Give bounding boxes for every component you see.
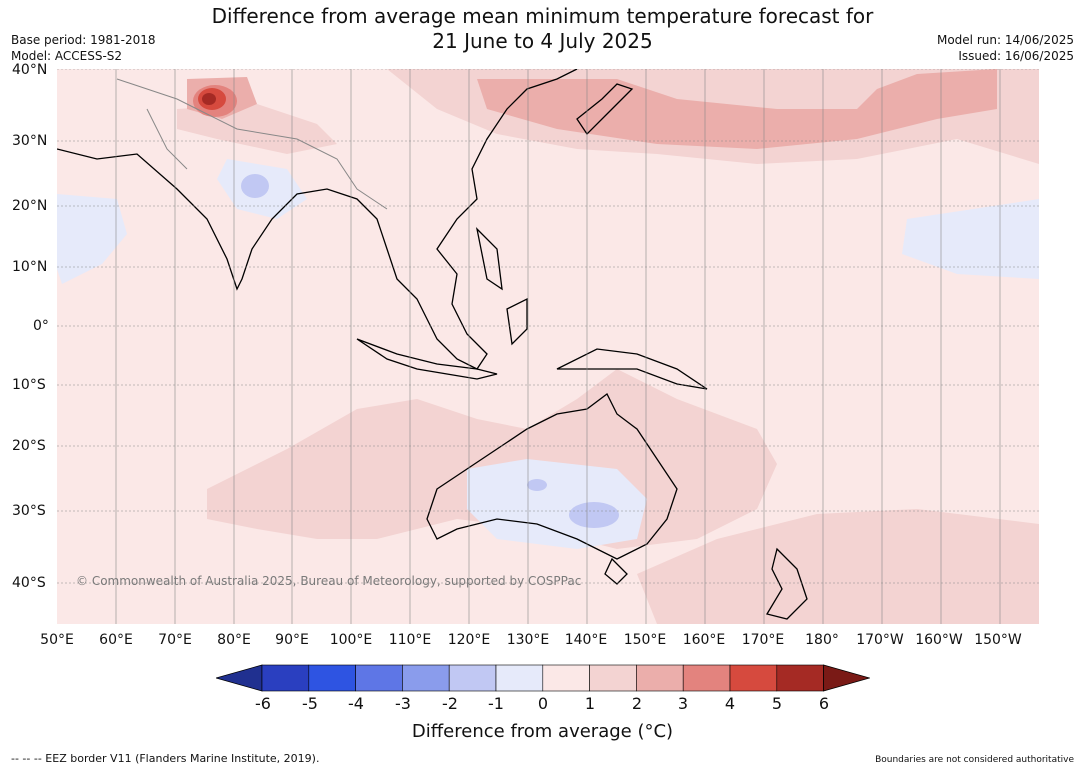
colorbar-tick: -5 xyxy=(302,694,318,713)
colorbar-extend-low xyxy=(216,664,263,692)
anomaly-shading xyxy=(57,69,1039,624)
colorbar-tick: 0 xyxy=(537,694,549,713)
meta-left: Base period: 1981-2018 Model: ACCESS-S2 xyxy=(11,32,156,64)
lat-label: 0° xyxy=(33,318,49,334)
colorbar-segment xyxy=(448,664,497,692)
colorbar-segment xyxy=(589,664,637,692)
lon-label: 50°E xyxy=(40,632,74,648)
lon-label: 140°E xyxy=(564,632,608,648)
colorbar-label: Difference from average (°C) xyxy=(0,721,1085,742)
issued-date: Issued: 16/06/2025 xyxy=(958,49,1074,63)
colorbar-segment xyxy=(542,664,590,692)
lat-label: 20°N xyxy=(12,198,48,214)
lon-label: 100°E xyxy=(329,632,373,648)
colorbar-tick: -6 xyxy=(255,694,271,713)
graticule xyxy=(57,69,1039,624)
lat-label: 40°N xyxy=(12,62,48,78)
colorbar xyxy=(216,664,870,692)
title-line-1: Difference from average mean minimum tem… xyxy=(211,4,874,28)
colorbar-tick: 2 xyxy=(631,694,643,713)
colorbar-tick: 1 xyxy=(584,694,596,713)
meta-right: Model run: 14/06/2025 Issued: 16/06/2025 xyxy=(937,32,1074,64)
forecast-map[interactable]: © Commonwealth of Australia 2025, Bureau… xyxy=(57,69,1039,624)
colorbar-tick: 5 xyxy=(771,694,783,713)
colorbar-segment xyxy=(308,664,356,692)
lon-label: 180° xyxy=(805,632,839,648)
colorbar-segment xyxy=(355,664,403,692)
lon-label: 90°E xyxy=(275,632,309,648)
copyright-notice: © Commonwealth of Australia 2025, Bureau… xyxy=(76,574,582,588)
colorbar-tick: -1 xyxy=(488,694,504,713)
colorbar-extend-high xyxy=(823,664,870,692)
lon-label: 150°E xyxy=(623,632,667,648)
colorbar-tick: -3 xyxy=(395,694,411,713)
colorbar-tick: 6 xyxy=(818,694,830,713)
lon-label: 160°W xyxy=(915,632,963,648)
lat-label: 20°S xyxy=(12,438,46,454)
disclaimer: Boundaries are not considered authoritat… xyxy=(875,755,1074,765)
colorbar-segment xyxy=(776,664,824,692)
lat-label: 30°N xyxy=(12,133,48,149)
eez-note: -- -- -- EEZ border V11 (Flanders Marine… xyxy=(11,752,320,765)
lon-label: 170°E xyxy=(741,632,785,648)
colorbar-tick: 4 xyxy=(724,694,736,713)
colorbar-segment xyxy=(636,664,684,692)
map-canvas xyxy=(57,69,1039,624)
colorbar-segment xyxy=(402,664,450,692)
colorbar-segment xyxy=(261,664,310,692)
map-title: Difference from average mean minimum tem… xyxy=(0,4,1085,54)
model-name: Model: ACCESS-S2 xyxy=(11,49,123,63)
colorbar-tick: 3 xyxy=(677,694,689,713)
colorbar-label-text: Difference from average (°C) xyxy=(411,721,674,742)
lon-label: 80°E xyxy=(217,632,251,648)
colorbar-segment xyxy=(729,664,778,692)
base-period: Base period: 1981-2018 xyxy=(11,33,156,47)
lat-label: 40°S xyxy=(12,575,46,591)
lon-label: 60°E xyxy=(99,632,133,648)
lat-label: 30°S xyxy=(12,503,46,519)
lat-label: 10°N xyxy=(12,259,48,275)
lon-label: 130°E xyxy=(506,632,550,648)
colorbar-segment xyxy=(682,664,731,692)
lon-label: 170°W xyxy=(856,632,904,648)
lon-label: 160°E xyxy=(682,632,726,648)
lon-label: 110°E xyxy=(388,632,432,648)
model-run: Model run: 14/06/2025 xyxy=(936,33,1074,47)
lon-label: 150°W xyxy=(974,632,1022,648)
lon-label: 120°E xyxy=(447,632,491,648)
colorbar-tick: -4 xyxy=(348,694,364,713)
lat-label: 10°S xyxy=(12,377,46,393)
colorbar-segment xyxy=(495,664,544,692)
title-line-2: 21 June to 4 July 2025 xyxy=(432,29,653,53)
colorbar-tick: -2 xyxy=(442,694,458,713)
lon-label: 70°E xyxy=(158,632,192,648)
